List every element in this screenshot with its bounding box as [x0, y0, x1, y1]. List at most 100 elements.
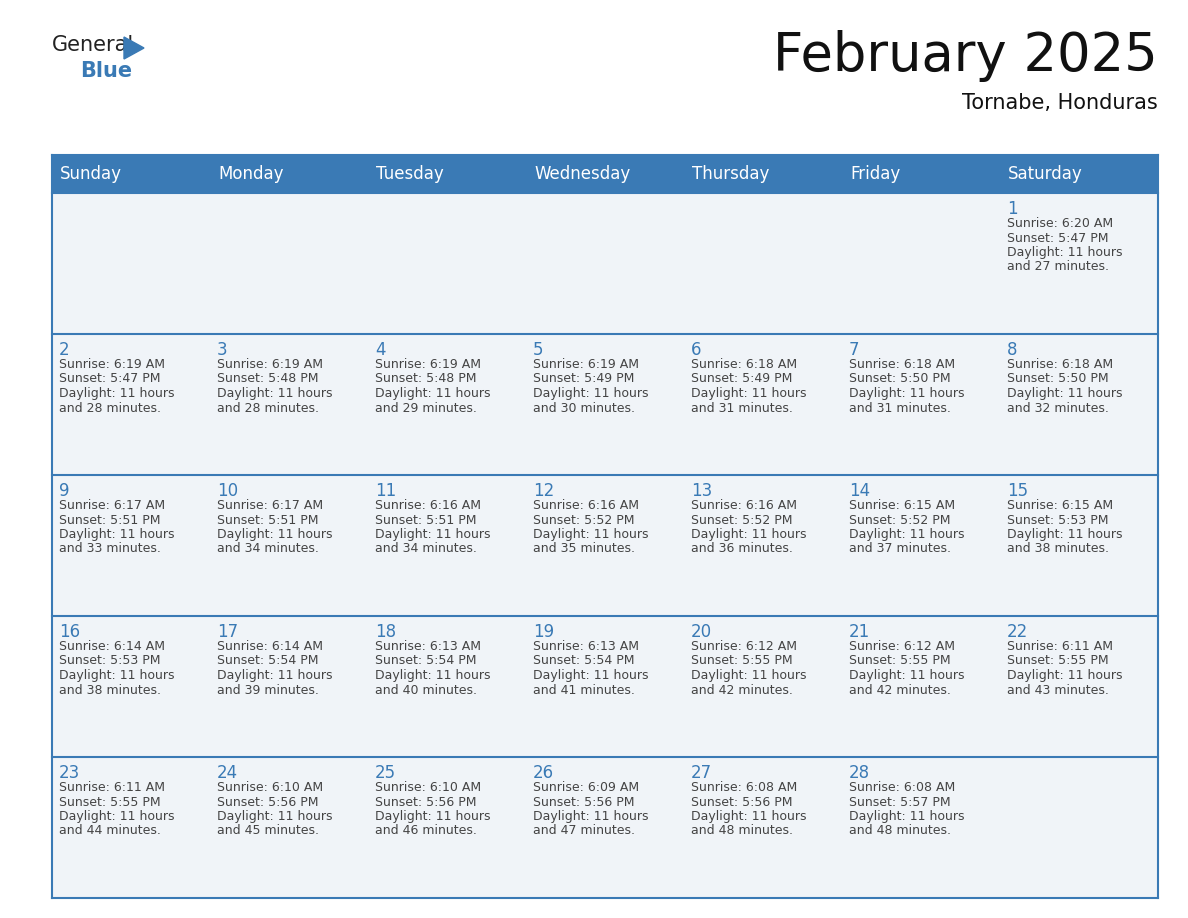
Text: Daylight: 11 hours: Daylight: 11 hours	[1007, 387, 1123, 400]
Text: Daylight: 11 hours: Daylight: 11 hours	[691, 669, 807, 682]
Text: and 45 minutes.: and 45 minutes.	[217, 824, 320, 837]
Bar	[52, 475, 210, 616]
Text: Daylight: 11 hours: Daylight: 11 hours	[533, 669, 649, 682]
Text: Sunset: 5:47 PM: Sunset: 5:47 PM	[59, 373, 160, 386]
Polygon shape	[124, 37, 144, 59]
Text: and 36 minutes.: and 36 minutes.	[691, 543, 792, 555]
Text: Sunset: 5:53 PM: Sunset: 5:53 PM	[59, 655, 160, 667]
Text: Thursday: Thursday	[691, 165, 770, 183]
Text: Sunset: 5:51 PM: Sunset: 5:51 PM	[375, 513, 476, 527]
Text: Sunset: 5:49 PM: Sunset: 5:49 PM	[533, 373, 634, 386]
Bar	[368, 475, 526, 616]
Text: and 32 minutes.: and 32 minutes.	[1007, 401, 1108, 415]
Text: and 39 minutes.: and 39 minutes.	[217, 684, 318, 697]
Text: and 48 minutes.: and 48 minutes.	[691, 824, 794, 837]
Text: Daylight: 11 hours: Daylight: 11 hours	[375, 810, 491, 823]
Text: Daylight: 11 hours: Daylight: 11 hours	[59, 669, 175, 682]
Text: Sunset: 5:54 PM: Sunset: 5:54 PM	[375, 655, 476, 667]
Text: 21: 21	[849, 623, 871, 641]
Text: Sunrise: 6:08 AM: Sunrise: 6:08 AM	[849, 781, 955, 794]
Text: Tornabe, Honduras: Tornabe, Honduras	[962, 93, 1158, 113]
Bar	[210, 193, 368, 334]
Text: Daylight: 11 hours: Daylight: 11 hours	[849, 387, 965, 400]
Text: Sunrise: 6:15 AM: Sunrise: 6:15 AM	[1007, 499, 1113, 512]
Text: and 31 minutes.: and 31 minutes.	[691, 401, 792, 415]
Text: Sunrise: 6:16 AM: Sunrise: 6:16 AM	[375, 499, 481, 512]
Text: Daylight: 11 hours: Daylight: 11 hours	[533, 810, 649, 823]
Text: and 34 minutes.: and 34 minutes.	[217, 543, 318, 555]
Bar	[368, 334, 526, 475]
Text: and 28 minutes.: and 28 minutes.	[59, 401, 162, 415]
Text: Saturday: Saturday	[1007, 165, 1082, 183]
Text: Sunset: 5:55 PM: Sunset: 5:55 PM	[849, 655, 950, 667]
Bar	[526, 475, 684, 616]
Text: 7: 7	[849, 341, 859, 359]
Text: and 43 minutes.: and 43 minutes.	[1007, 684, 1108, 697]
Text: Sunset: 5:56 PM: Sunset: 5:56 PM	[217, 796, 318, 809]
Bar	[1000, 616, 1158, 757]
Text: Sunrise: 6:19 AM: Sunrise: 6:19 AM	[375, 358, 481, 371]
Bar	[526, 334, 684, 475]
Text: 23: 23	[59, 764, 81, 782]
Text: 1: 1	[1007, 200, 1018, 218]
Text: Daylight: 11 hours: Daylight: 11 hours	[217, 669, 333, 682]
Bar	[368, 757, 526, 898]
Text: Sunrise: 6:13 AM: Sunrise: 6:13 AM	[533, 640, 639, 653]
Text: Sunrise: 6:09 AM: Sunrise: 6:09 AM	[533, 781, 639, 794]
Text: Sunrise: 6:20 AM: Sunrise: 6:20 AM	[1007, 217, 1113, 230]
Bar	[1000, 475, 1158, 616]
Text: 25: 25	[375, 764, 396, 782]
Text: and 27 minutes.: and 27 minutes.	[1007, 261, 1110, 274]
Text: Sunset: 5:48 PM: Sunset: 5:48 PM	[375, 373, 476, 386]
Bar	[1000, 757, 1158, 898]
Text: 13: 13	[691, 482, 713, 500]
Text: Blue: Blue	[80, 61, 132, 81]
Text: 3: 3	[217, 341, 228, 359]
Text: 26: 26	[533, 764, 554, 782]
Text: and 44 minutes.: and 44 minutes.	[59, 824, 160, 837]
Bar	[1000, 334, 1158, 475]
Text: Sunrise: 6:12 AM: Sunrise: 6:12 AM	[849, 640, 955, 653]
Text: Sunset: 5:56 PM: Sunset: 5:56 PM	[691, 796, 792, 809]
Text: and 40 minutes.: and 40 minutes.	[375, 684, 478, 697]
Text: Sunrise: 6:19 AM: Sunrise: 6:19 AM	[217, 358, 323, 371]
Text: 15: 15	[1007, 482, 1028, 500]
Bar	[842, 334, 1000, 475]
Text: Daylight: 11 hours: Daylight: 11 hours	[1007, 246, 1123, 259]
Bar	[1000, 193, 1158, 334]
Text: Daylight: 11 hours: Daylight: 11 hours	[691, 810, 807, 823]
Text: Sunset: 5:55 PM: Sunset: 5:55 PM	[1007, 655, 1108, 667]
Text: Daylight: 11 hours: Daylight: 11 hours	[533, 387, 649, 400]
Text: Daylight: 11 hours: Daylight: 11 hours	[691, 528, 807, 541]
Text: Sunset: 5:56 PM: Sunset: 5:56 PM	[375, 796, 476, 809]
Text: 12: 12	[533, 482, 555, 500]
Text: and 46 minutes.: and 46 minutes.	[375, 824, 476, 837]
Bar	[684, 193, 842, 334]
Text: Sunrise: 6:19 AM: Sunrise: 6:19 AM	[533, 358, 639, 371]
Text: Daylight: 11 hours: Daylight: 11 hours	[1007, 528, 1123, 541]
Text: Sunrise: 6:15 AM: Sunrise: 6:15 AM	[849, 499, 955, 512]
Text: 11: 11	[375, 482, 397, 500]
Text: Sunset: 5:52 PM: Sunset: 5:52 PM	[849, 513, 950, 527]
Text: Sunrise: 6:17 AM: Sunrise: 6:17 AM	[217, 499, 323, 512]
Text: Daylight: 11 hours: Daylight: 11 hours	[691, 387, 807, 400]
Bar	[526, 616, 684, 757]
Text: Daylight: 11 hours: Daylight: 11 hours	[59, 387, 175, 400]
Text: Sunset: 5:50 PM: Sunset: 5:50 PM	[1007, 373, 1108, 386]
Bar	[52, 155, 1158, 193]
Text: Friday: Friday	[849, 165, 901, 183]
Text: Sunset: 5:56 PM: Sunset: 5:56 PM	[533, 796, 634, 809]
Text: Daylight: 11 hours: Daylight: 11 hours	[849, 669, 965, 682]
Text: and 34 minutes.: and 34 minutes.	[375, 543, 476, 555]
Text: Sunrise: 6:11 AM: Sunrise: 6:11 AM	[1007, 640, 1113, 653]
Bar	[210, 334, 368, 475]
Bar	[684, 616, 842, 757]
Text: 2: 2	[59, 341, 70, 359]
Text: and 41 minutes.: and 41 minutes.	[533, 684, 634, 697]
Bar	[526, 757, 684, 898]
Text: Sunrise: 6:17 AM: Sunrise: 6:17 AM	[59, 499, 165, 512]
Text: Daylight: 11 hours: Daylight: 11 hours	[375, 669, 491, 682]
Text: 20: 20	[691, 623, 712, 641]
Text: Sunset: 5:52 PM: Sunset: 5:52 PM	[691, 513, 792, 527]
Text: Daylight: 11 hours: Daylight: 11 hours	[533, 528, 649, 541]
